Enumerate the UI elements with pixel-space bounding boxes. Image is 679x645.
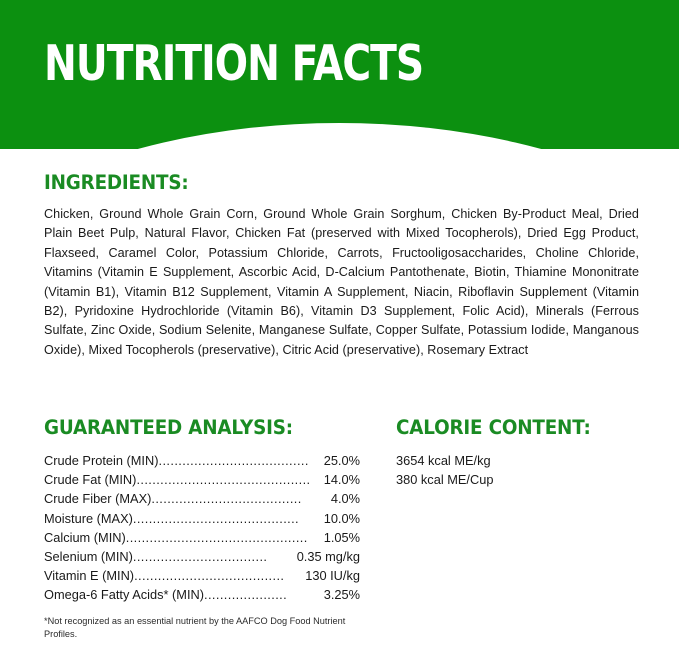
analysis-row: Vitamin E (MIN) ........................… <box>44 566 360 585</box>
analysis-value: 130 IU/kg <box>305 568 360 584</box>
analysis-row: Omega-6 Fatty Acids* (MIN) .............… <box>44 585 360 604</box>
aafco-footnote: *Not recognized as an essential nutrient… <box>44 616 346 639</box>
analysis-value: 3.25% <box>323 587 360 603</box>
analysis-row: Selenium (MIN) .........................… <box>44 547 360 566</box>
guaranteed-analysis-list: Crude Protein (MIN) ....................… <box>44 451 360 605</box>
guaranteed-analysis-heading: GUARANTEED ANALYSIS: <box>44 416 293 439</box>
ingredients-text: Chicken, Ground Whole Grain Corn, Ground… <box>44 207 639 357</box>
analysis-leader: ........................................… <box>132 510 300 526</box>
analysis-leader: ...................................... <box>158 453 309 468</box>
analysis-leader: ..................... <box>204 587 288 603</box>
guaranteed-analysis-section: GUARANTEED ANALYSIS: Crude Protein (MIN)… <box>44 417 396 605</box>
analysis-value: 4.0% <box>330 491 360 507</box>
ingredients-heading: INGREDIENTS: <box>44 171 189 194</box>
ingredients-section: INGREDIENTS: Chicken, Ground Whole Grain… <box>44 172 639 360</box>
analysis-row: Crude Protein (MIN) ....................… <box>44 451 360 470</box>
analysis-label: Crude Protein (MIN) <box>44 453 159 468</box>
analysis-row: Calcium (MIN) ..........................… <box>44 528 360 547</box>
header-banner: NUTRITION FACTS <box>0 0 679 149</box>
calorie-line-per-kg: 3654 kcal ME/kg <box>396 453 491 468</box>
analysis-label: Calcium (MIN) <box>44 529 126 545</box>
calorie-line-per-cup: 380 kcal ME/Cup <box>396 472 494 488</box>
analysis-row: Crude Fat (MIN) ........................… <box>44 470 360 489</box>
calorie-content-section: CALORIE CONTENT: 3654 kcal ME/kg 380 kca… <box>396 417 639 489</box>
analysis-leader: .................................. <box>132 549 268 565</box>
analysis-leader: ...................................... <box>134 568 285 584</box>
analysis-value: 0.35 mg/kg <box>296 549 360 565</box>
analysis-label: Vitamin E (MIN) <box>44 568 135 584</box>
analysis-label: Omega-6 Fatty Acids* (MIN) <box>44 587 204 603</box>
analysis-leader: ...................................... <box>151 491 302 507</box>
analysis-value: 14.0% <box>323 472 360 488</box>
analysis-value: 10.0% <box>323 510 360 526</box>
analysis-leader: ........................................… <box>136 472 311 488</box>
page-title: NUTRITION FACTS <box>44 35 424 92</box>
analysis-leader: ........................................… <box>125 529 308 545</box>
analysis-label: Crude Fat (MIN) <box>44 472 137 488</box>
banner-curve-decoration <box>0 123 679 149</box>
analysis-row: Crude Fiber (MAX) ......................… <box>44 489 360 508</box>
analysis-label: Crude Fiber (MAX) <box>44 491 152 507</box>
analysis-value: 1.05% <box>323 529 360 545</box>
analysis-value: 25.0% <box>323 453 360 468</box>
calorie-content-heading: CALORIE CONTENT: <box>396 416 591 439</box>
analysis-label: Moisture (MAX) <box>44 510 133 526</box>
analysis-row: Moisture (MAX) .........................… <box>44 509 360 528</box>
analysis-label: Selenium (MIN) <box>44 549 133 565</box>
lower-columns: GUARANTEED ANALYSIS: Crude Protein (MIN)… <box>44 417 639 605</box>
